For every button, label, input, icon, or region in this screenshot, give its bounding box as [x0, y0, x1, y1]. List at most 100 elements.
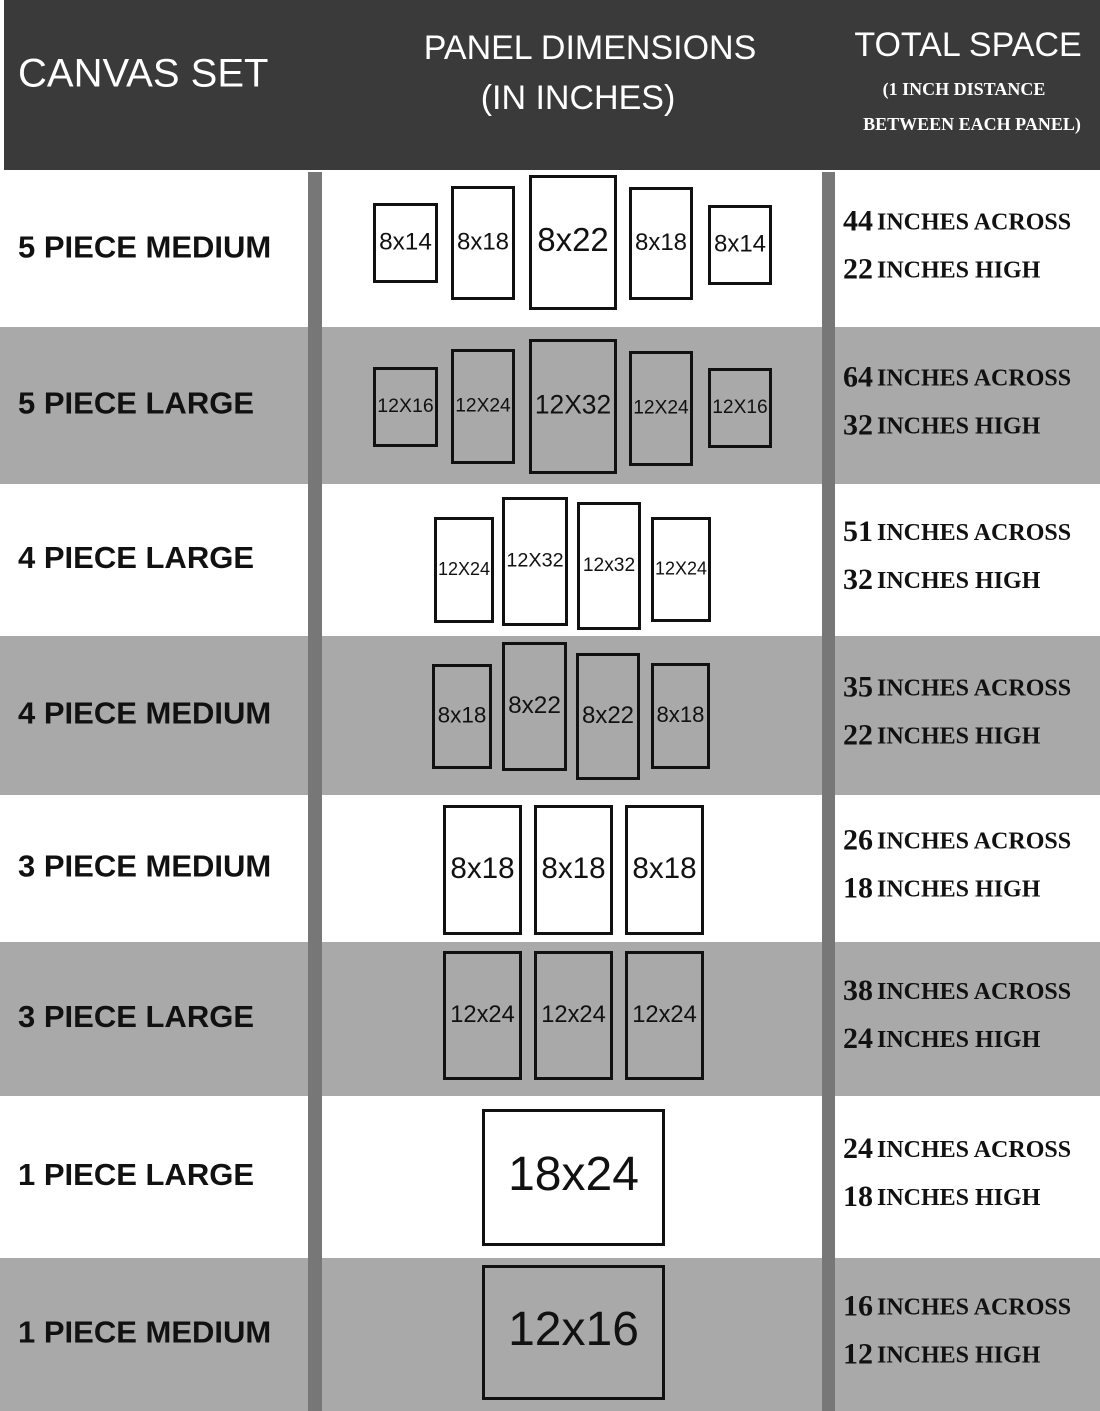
- total-high: 12 INCHES HIGH: [843, 1337, 1041, 1370]
- total-high: 18 INCHES HIGH: [843, 1180, 1041, 1213]
- panel: [625, 951, 704, 1080]
- panel: [625, 805, 704, 935]
- panel-label: 12x24: [450, 1002, 515, 1028]
- high-number: 18: [843, 1180, 873, 1213]
- panel: [432, 664, 492, 769]
- panel-label: 12x24: [541, 1002, 606, 1028]
- row-bg: [0, 327, 1100, 484]
- panel: [373, 203, 438, 283]
- high-label: INCHES HIGH: [877, 257, 1041, 283]
- high-label: INCHES HIGH: [877, 1185, 1041, 1211]
- across-number: 64: [843, 360, 873, 393]
- row-bg: [0, 1258, 1100, 1411]
- panel-label: 12X24: [633, 398, 689, 419]
- panel-label: 12x32: [583, 555, 635, 576]
- panel-label: 8x18: [635, 229, 687, 256]
- total-high: 32 INCHES HIGH: [843, 408, 1041, 441]
- high-label: INCHES HIGH: [877, 1342, 1041, 1368]
- panel: [434, 517, 494, 623]
- panel-label: 8x22: [582, 702, 634, 729]
- total-high: 22 INCHES HIGH: [843, 718, 1041, 751]
- panel: [534, 805, 613, 935]
- high-label: INCHES HIGH: [877, 568, 1041, 594]
- panel-label: 8x18: [657, 702, 705, 727]
- high-label: INCHES HIGH: [877, 876, 1041, 902]
- panel-label: 12x16: [508, 1303, 639, 1356]
- total-across: 35 INCHES ACROSS: [843, 670, 1071, 703]
- panel: [443, 951, 522, 1080]
- panel-label: 18x24: [508, 1148, 639, 1201]
- across-number: 16: [843, 1289, 873, 1322]
- header-note: (1 INCH DISTANCE: [883, 79, 1046, 100]
- canvas-set: 5 PIECE MEDIUM: [18, 230, 271, 265]
- panel-label: 12X24: [438, 559, 490, 579]
- canvas-set: 4 PIECE LARGE: [18, 540, 254, 575]
- header-col1: CANVAS SET: [18, 52, 268, 96]
- row-bg: [0, 795, 1100, 942]
- panel-label: 8x22: [508, 692, 561, 719]
- panel: [451, 349, 515, 464]
- header-edge: [0, 0, 4, 170]
- header-col2: PANEL DIMENSIONS: [424, 29, 757, 67]
- across-number: 44: [843, 204, 873, 237]
- panel-label: 12X24: [455, 396, 511, 417]
- panel: [443, 805, 522, 935]
- total-across: 26 INCHES ACROSS: [843, 823, 1071, 856]
- canvas-set: 4 PIECE MEDIUM: [18, 696, 271, 731]
- total-high: 22 INCHES HIGH: [843, 252, 1041, 285]
- panel-label: 12X16: [377, 395, 433, 417]
- header-col3: TOTAL SPACE: [854, 26, 1081, 64]
- total-across: 38 INCHES ACROSS: [843, 974, 1071, 1007]
- panel: [534, 951, 613, 1080]
- panel: [651, 663, 710, 769]
- high-number: 22: [843, 252, 873, 285]
- across-number: 51: [843, 515, 873, 548]
- total-high: 24 INCHES HIGH: [843, 1022, 1041, 1055]
- across-label: INCHES ACROSS: [877, 1294, 1071, 1320]
- panel: [577, 502, 641, 630]
- across-number: 35: [843, 670, 873, 703]
- total-across: 51 INCHES ACROSS: [843, 515, 1071, 548]
- panel: [708, 368, 772, 448]
- panel: [529, 339, 617, 474]
- panel-label: 8x18: [438, 702, 487, 727]
- total-across: 24 INCHES ACROSS: [843, 1132, 1071, 1165]
- panel-label: 8x18: [450, 852, 514, 885]
- panel: [629, 187, 693, 300]
- panel-label: 12X16: [712, 397, 767, 418]
- high-number: 32: [843, 563, 873, 596]
- panel: [451, 186, 515, 300]
- across-label: INCHES ACROSS: [877, 828, 1071, 854]
- high-label: INCHES HIGH: [877, 413, 1041, 439]
- panel: [373, 367, 438, 447]
- across-label: INCHES ACROSS: [877, 675, 1071, 701]
- panel: [651, 517, 711, 622]
- divider: [308, 172, 322, 1411]
- canvas-set: 5 PIECE LARGE: [18, 386, 254, 421]
- total-across: 16 INCHES ACROSS: [843, 1289, 1071, 1322]
- row-bg: [0, 484, 1100, 636]
- panel: [529, 175, 617, 310]
- high-number: 12: [843, 1337, 873, 1370]
- high-label: INCHES HIGH: [877, 1027, 1041, 1053]
- panel: [502, 642, 567, 771]
- across-label: INCHES ACROSS: [877, 979, 1071, 1005]
- panel: [482, 1265, 665, 1400]
- across-label: INCHES ACROSS: [877, 520, 1071, 546]
- panel: [629, 351, 693, 466]
- total-across: 64 INCHES ACROSS: [843, 360, 1071, 393]
- panel-label: 12X32: [506, 550, 563, 572]
- panel-label: 8x18: [457, 228, 509, 255]
- across-label: INCHES ACROSS: [877, 365, 1071, 391]
- high-number: 32: [843, 408, 873, 441]
- high-label: INCHES HIGH: [877, 723, 1041, 749]
- panel-label: 8x22: [537, 221, 609, 258]
- panel-label: 12X24: [655, 558, 707, 578]
- row-bg: [0, 942, 1100, 1096]
- high-number: 24: [843, 1022, 873, 1055]
- across-number: 38: [843, 974, 873, 1007]
- panel-label: 12x24: [632, 1002, 697, 1028]
- panel-label: 12X32: [535, 389, 611, 419]
- panel-label: 8x18: [632, 852, 696, 885]
